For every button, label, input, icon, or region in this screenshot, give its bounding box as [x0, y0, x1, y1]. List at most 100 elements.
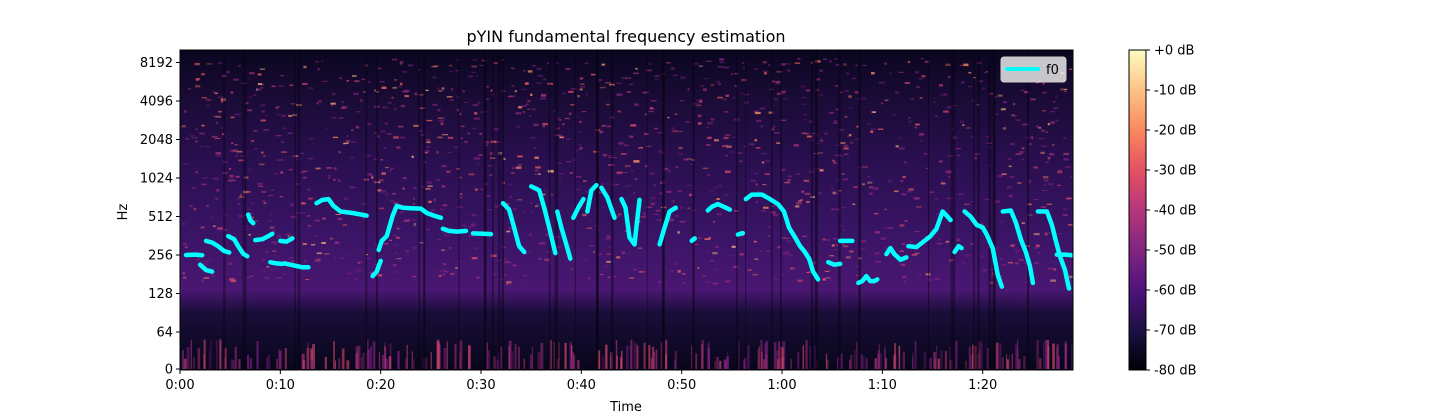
spectrogram-cell — [861, 183, 866, 186]
spectrogram-cell — [606, 235, 611, 238]
spectrogram-cell — [616, 183, 620, 185]
spectrogram-cell — [968, 71, 972, 74]
spectrogram-cell — [256, 341, 259, 369]
spectrogram-cell — [962, 262, 966, 265]
spectrogram-cell — [307, 215, 311, 217]
spectrogram-cell — [355, 278, 358, 281]
spectrogram-cell — [393, 108, 397, 111]
f0-segment-21 — [657, 205, 678, 247]
spectrogram-cell — [674, 113, 678, 115]
colorbar-tick-label: -70 dB — [1154, 324, 1197, 339]
spectrogram-cell — [793, 212, 796, 214]
spectrogram-cell — [633, 192, 636, 195]
spectrogram-cell — [438, 269, 445, 272]
spectrogram-cell — [530, 137, 536, 139]
spectrogram-cell — [636, 345, 639, 369]
spectrogram-cell — [856, 125, 859, 128]
spectrogram-cell — [936, 242, 943, 245]
spectrogram-cell — [471, 65, 477, 68]
spectrogram-cell — [271, 85, 276, 88]
spectrogram-cell — [216, 155, 222, 157]
spectrogram-cell — [1041, 189, 1048, 191]
spectrogram-cell — [883, 227, 890, 229]
spectrogram-cell — [372, 341, 376, 369]
spectrogram-cell — [383, 242, 389, 245]
spectrogram-cell — [367, 81, 371, 83]
spectrogram-cell — [443, 270, 449, 273]
spectrogram-cell — [644, 165, 648, 168]
spectrogram-cell — [988, 164, 991, 166]
spectrogram-cell — [577, 95, 580, 98]
spectrogram-cell — [254, 220, 258, 222]
spectrogram-cell — [376, 135, 380, 138]
spectrogram-cell — [612, 156, 618, 159]
spectrogram-cell — [217, 227, 223, 230]
spectrogram-cell — [508, 340, 512, 369]
spectrogram-cell — [442, 204, 448, 207]
spectrogram-cell — [346, 79, 349, 82]
spectrogram-cell — [884, 99, 889, 101]
spectrogram-cell — [599, 252, 602, 256]
spectrogram-cell — [528, 115, 532, 117]
spectrogram-cell — [852, 203, 856, 205]
spectrogram-cell — [687, 88, 690, 91]
spectrogram-cell — [570, 88, 577, 90]
spectrogram-cell — [781, 168, 786, 171]
spectrogram-cell — [677, 270, 681, 273]
spectrogram-cell — [780, 63, 786, 66]
spectrogram-cell — [315, 259, 321, 262]
spectrogram-cell — [783, 98, 790, 100]
spectrogram-cell — [235, 113, 241, 116]
spectrogram-cell — [764, 160, 770, 163]
spectrogram-cell — [433, 198, 436, 201]
spectrogram-cell — [904, 161, 907, 164]
spectrogram-cell — [261, 200, 266, 202]
spectrogram-cell — [586, 227, 593, 229]
spectrogram-cell — [338, 150, 341, 154]
spectrogram-cell — [468, 226, 474, 228]
spectrogram-cell — [1005, 280, 1008, 282]
spectrogram-cell — [925, 167, 928, 169]
spectrogram-cell — [705, 60, 712, 62]
spectrogram-cell — [841, 229, 847, 232]
spectrogram-cell — [699, 99, 703, 103]
spectrogram-cell — [441, 117, 446, 120]
spectrogram-cell — [662, 50, 665, 370]
spectrogram-cell — [717, 66, 724, 68]
f0-segment-32 — [962, 209, 1005, 289]
spectrogram-cell — [755, 183, 759, 186]
spectrogram-cell — [1018, 358, 1021, 369]
spectrogram-cell — [398, 125, 404, 128]
spectrogram-cell — [613, 276, 616, 278]
spectrogram-cell — [708, 348, 710, 369]
spectrogram-cell — [506, 282, 509, 285]
spectrogram-cell — [362, 216, 366, 219]
spectrogram-cell — [280, 171, 283, 174]
spectrogram-cell — [222, 74, 227, 78]
spectrogram-cell — [977, 50, 980, 370]
spectrogram-cell — [780, 119, 787, 121]
colorbar-tick-label: -20 dB — [1154, 124, 1197, 139]
y-tick-label: 64 — [156, 326, 173, 341]
x-tick-label: 0:20 — [366, 378, 395, 393]
spectrogram-cell — [527, 108, 531, 110]
spectrogram-cell — [1015, 119, 1021, 121]
spectrogram-cell — [391, 58, 398, 61]
spectrogram-cell — [248, 212, 253, 215]
spectrogram-cell — [199, 132, 205, 135]
spectrogram-cell — [367, 173, 372, 176]
spectrogram-cell — [1021, 147, 1025, 150]
spectrogram-cell — [731, 73, 734, 75]
spectrogram-cell — [450, 273, 455, 275]
spectrogram-cell — [281, 114, 286, 118]
spectrogram-cell — [277, 159, 283, 161]
spectrogram-cell — [484, 144, 489, 146]
spectrogram-cell — [952, 50, 956, 370]
spectrogram-cell — [199, 146, 204, 148]
spectrogram-cell — [504, 274, 507, 276]
spectrogram-cell — [898, 71, 904, 73]
spectrogram-cell — [1052, 343, 1055, 369]
spectrogram-cell — [1010, 142, 1015, 146]
spectrogram-cell — [668, 219, 675, 222]
spectrogram-cell — [579, 83, 585, 85]
